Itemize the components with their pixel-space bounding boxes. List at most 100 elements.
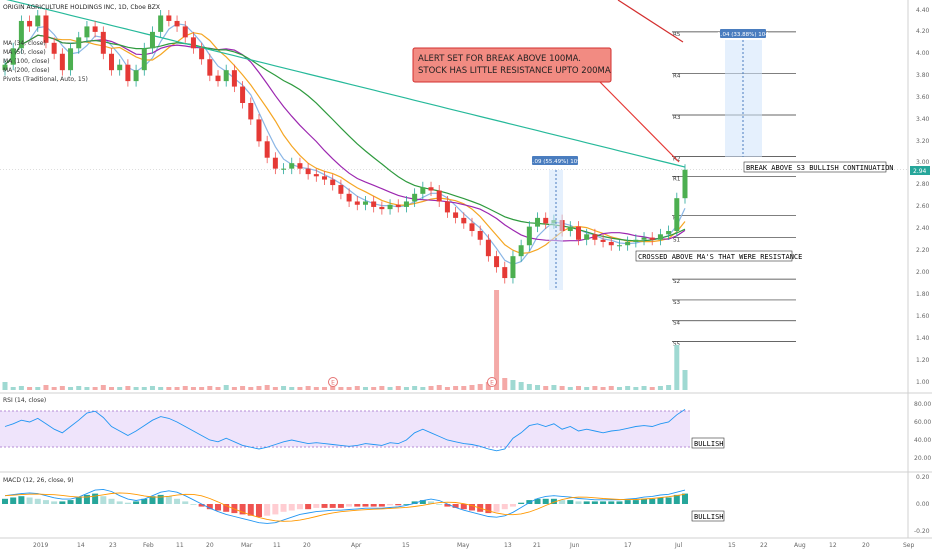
- macd-title[interactable]: MACD (12, 26, close, 9): [3, 477, 74, 484]
- candle: [174, 20, 180, 27]
- macd-hist-bar: [583, 501, 590, 504]
- volume-bar: [215, 387, 221, 390]
- macd-hist-bar: [575, 501, 582, 504]
- macd-hist-bar: [493, 504, 500, 512]
- candle: [592, 234, 598, 240]
- symbol-title[interactable]: ORIGIN AGRICULTURE HOLDINGS INC, 1D, Cbo…: [3, 4, 160, 11]
- macd-hist-bar: [550, 498, 557, 504]
- macd-hist-bar: [42, 500, 49, 504]
- candles[interactable]: [2, 10, 688, 284]
- macd-bullish-box[interactable]: [691, 510, 725, 522]
- volume-bar: [535, 385, 541, 390]
- pivot-label-r5: R5: [673, 32, 681, 38]
- earnings-marker-1[interactable]: [328, 377, 338, 387]
- rsi-tick-80: 80.00: [914, 401, 931, 408]
- macd-hist-bar: [600, 501, 607, 504]
- break-note: BREAK ABOVE S3 BULLISH CONTINUATION: [746, 164, 894, 172]
- price-tick-120: 1.20: [916, 357, 930, 364]
- candle: [166, 15, 172, 21]
- macd-hist-bar: [264, 504, 271, 516]
- macd-hist-bar: [67, 500, 74, 504]
- macd-hist-bar: [2, 498, 8, 504]
- price-tick-420: 4.20: [916, 28, 930, 35]
- macd-hist-bar: [452, 504, 459, 508]
- volume-bar: [313, 387, 319, 390]
- last-price-badge: [910, 166, 930, 175]
- candle: [10, 48, 16, 65]
- macd-hist-bar: [108, 498, 115, 504]
- rsi-title[interactable]: RSI (14, close): [3, 397, 46, 404]
- candle: [518, 245, 524, 257]
- earnings-marker-2[interactable]: [487, 377, 497, 387]
- time-tick-may13: 13: [504, 542, 512, 549]
- volume-bar: [125, 386, 131, 390]
- volume-bar: [600, 387, 606, 390]
- price-tick-180: 1.80: [916, 291, 930, 298]
- candle: [543, 217, 549, 224]
- macd-hist-bar: [395, 504, 402, 506]
- candle: [485, 239, 491, 257]
- volume-bar: [420, 387, 426, 390]
- candle: [68, 48, 74, 71]
- price-tick-280: 2.80: [916, 181, 930, 188]
- volume-bar: [190, 387, 196, 390]
- break-note-box[interactable]: [743, 161, 887, 173]
- candle: [494, 256, 500, 268]
- macd-hist-bar: [288, 504, 295, 511]
- volume-bar: [485, 382, 491, 390]
- candle: [125, 64, 131, 82]
- legend-ma34[interactable]: MA (34, close): [3, 40, 46, 47]
- candle: [141, 48, 147, 71]
- candle: [362, 201, 368, 205]
- legend-ma100[interactable]: MA (100, close): [3, 58, 50, 65]
- macd-hist-bar: [444, 504, 451, 507]
- macd-tick-pos: 0.20: [916, 474, 930, 481]
- price-tick-160: 1.60: [916, 313, 930, 320]
- time-tick-apr: Apr: [351, 542, 362, 549]
- macd-hist-bar: [141, 498, 148, 504]
- volume-bar: [223, 385, 229, 390]
- legend-ma200[interactable]: MA (200, close): [3, 67, 50, 74]
- price-axis[interactable]: 4.40 4.20 4.00 3.80 3.60 3.40 3.20 3.00 …: [916, 7, 930, 386]
- macd-hist-bar: [460, 504, 467, 510]
- volume-bar: [346, 387, 352, 390]
- pivot-label-s1: S1: [673, 238, 680, 244]
- candle: [272, 157, 278, 169]
- candle: [387, 204, 393, 210]
- volume-bar: [444, 387, 450, 390]
- candle: [567, 226, 573, 232]
- alert-callout[interactable]: [412, 47, 612, 83]
- crossed-note-box[interactable]: [635, 250, 793, 262]
- candle: [199, 48, 205, 60]
- candle: [477, 231, 483, 240]
- macd-signal-line: [4, 492, 686, 522]
- volume-bar: [18, 386, 24, 390]
- candle: [240, 86, 246, 103]
- candle: [346, 193, 352, 202]
- candle: [289, 163, 295, 169]
- macd-hist-bar: [632, 500, 639, 504]
- candle: [526, 226, 532, 246]
- legend-ma50[interactable]: MA (50, close): [3, 49, 46, 56]
- candle: [158, 15, 164, 32]
- macd-hist-bar: [247, 504, 254, 516]
- ma-short-line: [4, 23, 686, 266]
- volume-bar: [551, 385, 557, 390]
- macd-hist-bar: [26, 497, 33, 504]
- macd-hist-bar: [419, 500, 426, 504]
- macd-hist-bar: [296, 504, 303, 510]
- candle: [215, 75, 221, 82]
- candle: [625, 241, 631, 246]
- pivot-label-s2: S2: [673, 279, 680, 285]
- candle: [649, 237, 655, 240]
- volume-bar: [657, 386, 663, 390]
- legend-pivots[interactable]: Pivots (Traditional, Auto, 15): [3, 76, 88, 83]
- macd-hist-bar: [34, 498, 41, 504]
- macd-hist-bar: [198, 504, 205, 507]
- volume-bar: [502, 378, 508, 390]
- time-tick-jan14: 14: [77, 542, 85, 549]
- time-axis[interactable]: 2019 14 23 Feb 11 20 Mar 11 20 Apr 15 Ma…: [33, 542, 915, 549]
- rsi-bullish-box[interactable]: [691, 437, 725, 449]
- candle: [657, 234, 663, 240]
